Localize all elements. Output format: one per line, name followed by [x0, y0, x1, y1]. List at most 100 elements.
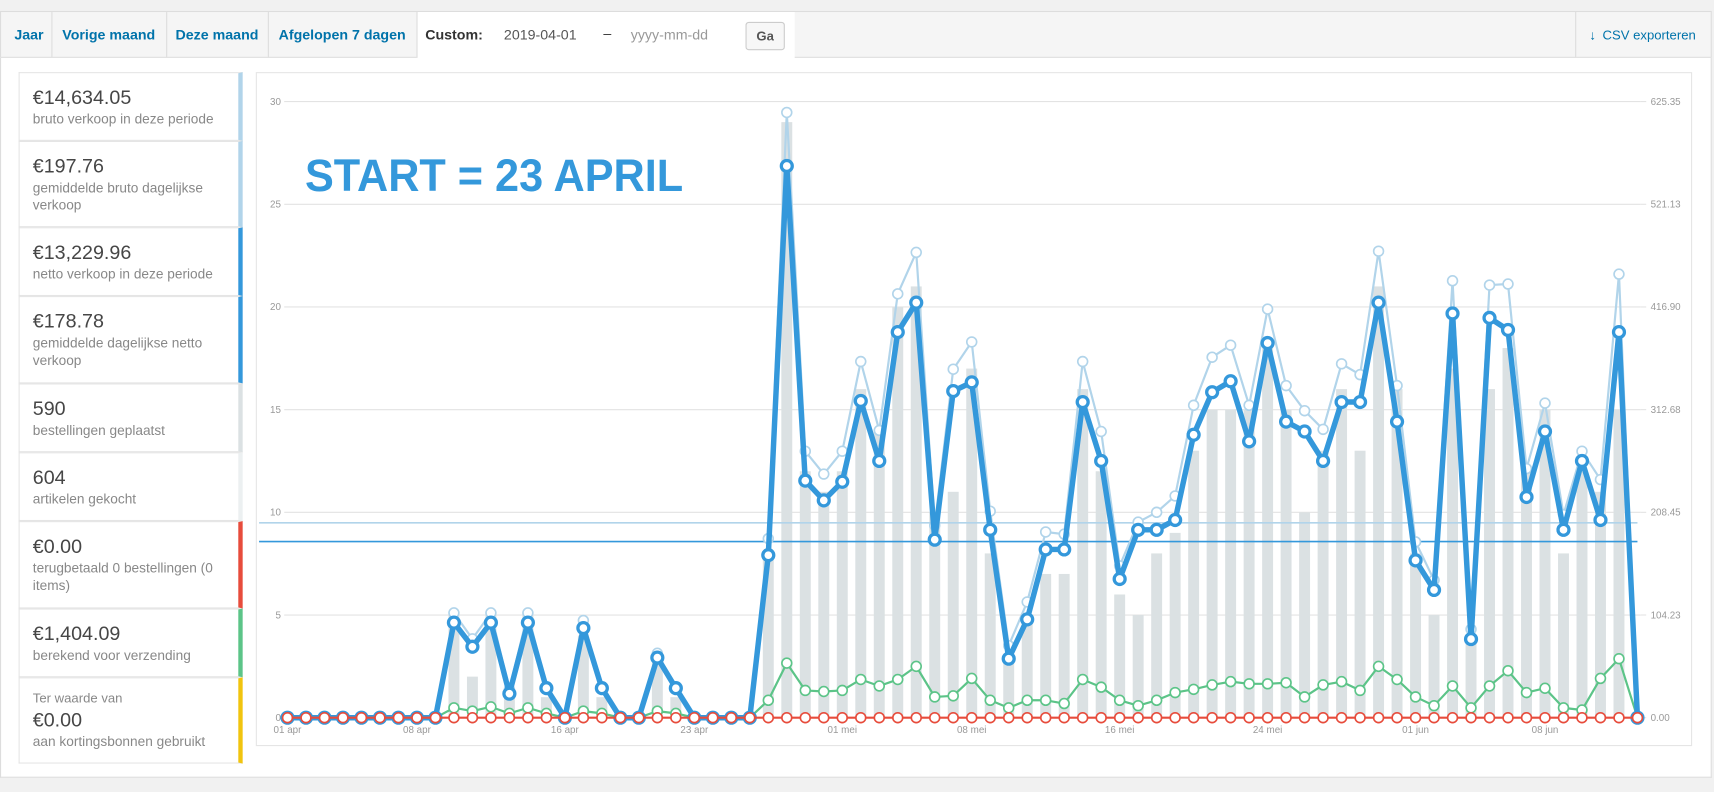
- summary-amount: €14,634.05: [32, 86, 132, 109]
- series-point: [1280, 711, 1292, 724]
- annotation: START = 23 APRIL: [305, 149, 683, 201]
- series-point: [1428, 699, 1440, 712]
- series-point: [1224, 339, 1237, 351]
- series-point: [947, 363, 959, 375]
- series-point: [1224, 675, 1237, 688]
- series-point: [1391, 711, 1403, 724]
- bar: [1299, 512, 1311, 718]
- series-point: [1039, 694, 1052, 707]
- y2-tick-label: 416.90: [1651, 302, 1682, 313]
- series-point: [1261, 678, 1274, 690]
- series-point: [1150, 694, 1163, 707]
- x-tick-label: 01 apr: [274, 725, 303, 736]
- series-point: [947, 711, 959, 724]
- series-point: [835, 474, 850, 489]
- series-point: [928, 711, 941, 724]
- series-point: [522, 702, 534, 714]
- series-point: [520, 615, 535, 630]
- series-point: [1076, 673, 1089, 686]
- bar: [1465, 635, 1477, 718]
- series-point: [1076, 355, 1089, 368]
- end-date-input[interactable]: yyyy-mm-dd: [630, 26, 709, 43]
- series-point: [1557, 711, 1570, 724]
- series-point: [818, 685, 830, 698]
- bar: [1095, 471, 1107, 718]
- series-point: [1520, 686, 1533, 699]
- series-point: [1058, 711, 1070, 724]
- range-tab[interactable]: Vorige maand: [51, 12, 168, 58]
- bar: [1188, 450, 1200, 718]
- series-point: [1150, 711, 1163, 724]
- series-point: [633, 711, 645, 724]
- bar: [503, 697, 515, 718]
- bar: [1151, 553, 1163, 718]
- series-point: [576, 620, 591, 636]
- series-point: [892, 288, 904, 300]
- series-point: [1576, 711, 1588, 724]
- series-point: [374, 711, 386, 724]
- series-point: [465, 639, 480, 654]
- series-point: [1297, 424, 1312, 439]
- bar: [670, 697, 682, 718]
- series-point: [466, 711, 479, 724]
- series-point: [1426, 582, 1442, 598]
- bar: [1354, 450, 1366, 718]
- series-point: [448, 711, 460, 724]
- series-point: [1446, 275, 1459, 287]
- export[interactable]: ↓ CSV exporteren: [1575, 12, 1714, 58]
- series-point: [965, 672, 978, 685]
- series-point: [799, 684, 812, 697]
- series-point: [1463, 631, 1479, 647]
- bar: [1262, 348, 1274, 718]
- series-point: [355, 711, 368, 724]
- series-point: [1557, 702, 1570, 714]
- bar: [873, 430, 885, 718]
- series-point: [1483, 680, 1496, 692]
- series-point: [890, 324, 905, 340]
- bar: [1169, 532, 1181, 718]
- export-label[interactable]: CSV exporteren: [1602, 27, 1696, 43]
- x-tick-label: 01 mei: [828, 725, 858, 736]
- series-point: [1021, 711, 1033, 724]
- go-button[interactable]: Ga: [745, 21, 785, 51]
- separator: –: [603, 25, 612, 42]
- range-tab[interactable]: Afgelopen 7 dagen: [268, 12, 418, 58]
- series-point: [781, 711, 793, 724]
- series-point: [1408, 553, 1423, 568]
- summary-description: aan kortingsbonnen gebruikt: [32, 734, 206, 750]
- range-tab[interactable]: Jaar: [7, 12, 53, 58]
- series-point: [836, 711, 849, 724]
- summary-amount: €178.78: [32, 310, 104, 333]
- series-point: [909, 295, 924, 310]
- series-point: [892, 673, 904, 686]
- series-point: [1539, 397, 1551, 409]
- series-point: [502, 686, 517, 701]
- bar: [1539, 409, 1551, 718]
- series-point: [1389, 414, 1405, 429]
- bar: [762, 553, 774, 718]
- summary-item: €14,634.05 bruto verkoop in deze periode: [18, 72, 243, 141]
- bar: [540, 697, 552, 718]
- date-range-nav: Custom: 2019-04-01 – yyyy-mm-dd Ga ↓ CSV …: [0, 10, 1714, 59]
- series-point: [670, 711, 682, 724]
- series-point: [1206, 711, 1218, 724]
- start-date-input[interactable]: 2019-04-01: [503, 26, 577, 43]
- summary-item: €0.00 terugbetaald 0 bestellingen (0 item…: [18, 521, 243, 609]
- range-tab[interactable]: Deze maand: [166, 12, 269, 58]
- series-point: [1613, 652, 1625, 665]
- summary-amount: €0.00: [32, 708, 83, 731]
- series-point: [429, 711, 442, 724]
- series-point: [762, 694, 775, 707]
- series-point: [873, 680, 885, 692]
- series-point: [779, 158, 794, 174]
- x-tick-label: 01 jun: [1402, 725, 1429, 736]
- series-point: [1502, 664, 1514, 677]
- series-point: [1298, 711, 1311, 724]
- series-point: [1002, 702, 1015, 714]
- series-point: [1261, 303, 1274, 315]
- summary-amount: 604: [32, 466, 66, 489]
- series-point: [744, 711, 756, 724]
- series-point: [781, 106, 793, 119]
- series-point: [1243, 678, 1255, 690]
